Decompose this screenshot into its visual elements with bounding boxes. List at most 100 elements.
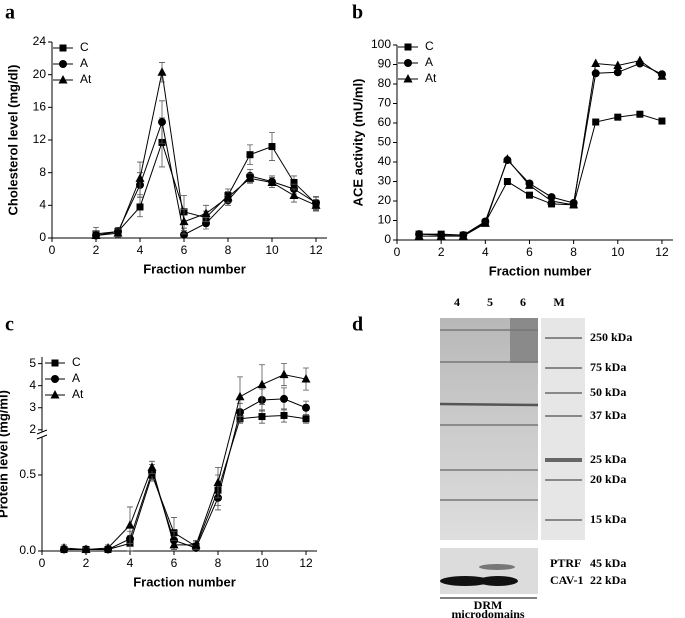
marker [658, 117, 666, 125]
panel-label: b [352, 2, 363, 24]
marker [591, 58, 601, 68]
marker [125, 520, 135, 529]
lane-label: 6 [520, 295, 526, 309]
marker [404, 43, 412, 51]
marker [268, 143, 276, 151]
marker [136, 203, 144, 211]
y-tick-label: 0 [384, 232, 391, 246]
marker [223, 192, 233, 201]
marker [147, 462, 157, 471]
y-tick-label: 4 [39, 198, 46, 212]
bracket-label: microdomains [451, 607, 524, 618]
y-tick-label: 100 [371, 37, 391, 51]
size-label: 22 kDa [590, 573, 626, 587]
series-line [64, 414, 307, 550]
marker [179, 216, 189, 226]
marker [50, 390, 60, 399]
lane-label: M [553, 295, 564, 309]
axis-break [36, 429, 48, 440]
legend-label: A [80, 56, 88, 70]
blot-image [440, 548, 538, 594]
marker [592, 118, 600, 126]
y-tick-label: 80 [378, 76, 392, 90]
marker [246, 151, 254, 159]
blot-band [440, 576, 490, 586]
x-tick-label: 8 [570, 245, 577, 259]
marker [289, 190, 299, 200]
marker-label: 75 kDa [590, 360, 626, 374]
lane-label: 5 [487, 295, 493, 309]
marker-label: 15 kDa [590, 512, 626, 526]
marker-label: 25 kDa [590, 452, 626, 466]
marker [657, 71, 667, 80]
x-tick-label: 4 [137, 243, 144, 257]
x-tick-label: 8 [225, 243, 232, 257]
y-tick-label: 60 [378, 115, 392, 129]
y-tick-label: 0.5 [19, 467, 36, 481]
marker [180, 230, 188, 239]
marker-bands [545, 337, 582, 521]
marker [258, 413, 266, 421]
marker [213, 477, 223, 487]
panel-label: d [352, 314, 363, 336]
marker [191, 539, 201, 549]
marker-label: 37 kDa [590, 408, 626, 422]
y-tick-label: 70 [378, 96, 392, 110]
protein-label: CAV-1 [550, 573, 584, 587]
x-axis-title: Fraction number [133, 574, 236, 589]
marker [635, 55, 645, 65]
marker [257, 379, 267, 389]
marker [614, 113, 622, 121]
x-tick-label: 12 [655, 245, 669, 259]
legend-label: A [425, 55, 433, 69]
marker [301, 374, 311, 383]
marker [51, 375, 59, 383]
y-axis-title: Protein level (mg/ml) [0, 390, 10, 518]
series-line [419, 60, 663, 237]
marker [404, 59, 412, 67]
series-line [64, 398, 307, 550]
x-tick-label: 6 [171, 556, 178, 570]
x-tick-label: 2 [93, 243, 100, 257]
marker [613, 68, 622, 77]
marker [81, 544, 91, 553]
panel-label: c [5, 314, 14, 336]
blot-band [478, 576, 518, 586]
series-line [419, 62, 663, 236]
x-tick-label: 6 [526, 245, 533, 259]
gel-smear [510, 318, 538, 363]
x-tick-label: 12 [299, 556, 313, 570]
panel-label: a [5, 2, 15, 24]
marker [51, 359, 59, 367]
marker [524, 180, 534, 189]
x-tick-label: 4 [127, 556, 134, 570]
marker [103, 542, 113, 552]
marker [636, 110, 644, 118]
marker [569, 199, 579, 209]
lane-label: 4 [454, 295, 460, 309]
marker [279, 369, 289, 379]
marker [59, 542, 69, 552]
legend-label: A [72, 371, 80, 385]
x-tick-label: 6 [181, 243, 188, 257]
marker [59, 60, 67, 68]
y-tick-label: 20 [378, 193, 392, 207]
bracket-label: DRM [474, 598, 503, 612]
chart: c 0 2 4 6 8 10 12 0.0 0.5 2 3 4 5 Fraction number Prote… [0, 314, 317, 589]
marker [267, 177, 277, 186]
y-tick-label: 5 [29, 356, 36, 370]
marker [58, 75, 68, 84]
x-tick-label: 12 [309, 243, 323, 257]
series-line [419, 113, 663, 236]
y-tick-label: 90 [378, 57, 392, 71]
legend-label: C [425, 39, 434, 53]
y-tick-label: 10 [378, 213, 392, 227]
y-tick-label: 2 [29, 422, 36, 436]
y-tick-label: 12 [33, 132, 47, 146]
y-tick-label: 4 [29, 378, 36, 392]
y-tick-label: 24 [33, 34, 47, 48]
legend-label: At [72, 387, 84, 401]
x-tick-label: 2 [438, 245, 445, 259]
